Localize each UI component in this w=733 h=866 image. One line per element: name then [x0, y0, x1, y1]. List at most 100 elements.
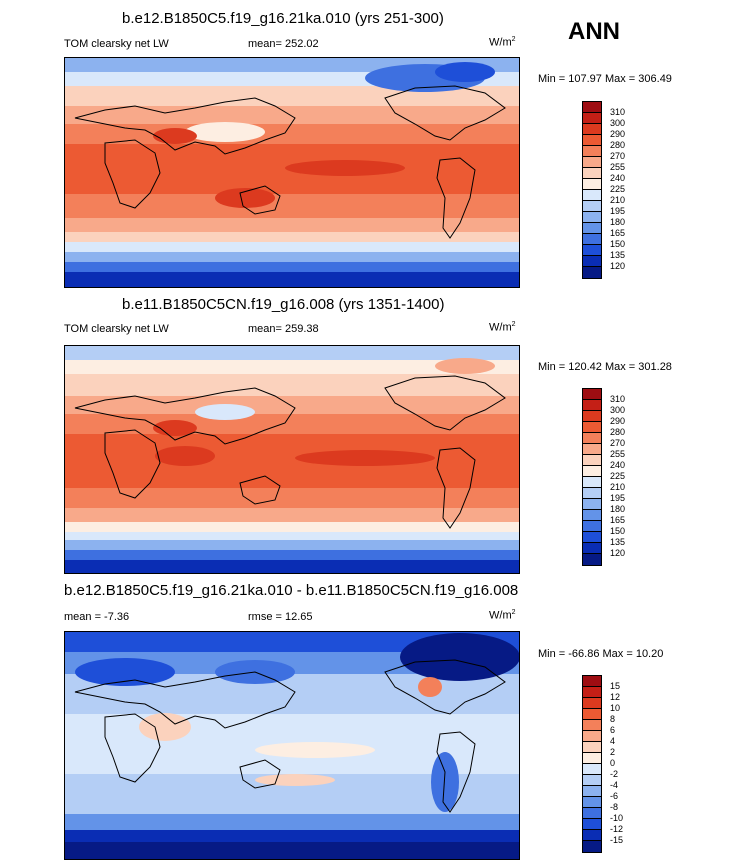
panel-3-mean-label: mean = -7.36 [64, 611, 130, 623]
panel-1-colorbar-tick: 210 [610, 195, 626, 205]
panel-3-colorbar-tick: 6 [610, 725, 616, 735]
panel-2-variable-label: TOM clearsky net LW [64, 323, 169, 335]
panel-3-colorbar-tick: -2 [610, 769, 619, 779]
panel-2-minmax: Min = 120.42 Max = 301.28 [538, 361, 672, 373]
panel-1-colorbar-tick: 135 [610, 250, 626, 260]
panel-1-colorbar-tick: 195 [610, 206, 626, 216]
panel-2-colorbar-tick: 195 [610, 493, 626, 503]
panel-2-colorbar-swatch [583, 499, 601, 510]
panel-1-colorbar-tick: 310 [610, 107, 626, 117]
panel-3-colorbar-tick: 10 [610, 703, 621, 713]
panel-1-colorbar-swatch [583, 201, 601, 212]
panel-2-colorbar-tick: 180 [610, 504, 626, 514]
panel-3-colorbar-tick: 8 [610, 714, 616, 724]
panel-2-colorbar-tick: 165 [610, 515, 626, 525]
panel-2-colorbar-swatch [583, 510, 601, 521]
panel-2-colorbar-swatch [583, 455, 601, 466]
panel-3-minmax: Min = -66.86 Max = 10.20 [538, 648, 664, 660]
panel-3-colorbar-tick: -6 [610, 791, 619, 801]
panel-1-colorbar-swatch [583, 146, 601, 157]
panel-3-colorbar-swatch [583, 841, 601, 852]
panel-1-colorbar-swatch [583, 102, 601, 113]
panel-3-colorbar-swatch [583, 797, 601, 808]
panel-2-colorbar-swatch [583, 554, 601, 565]
panel-3-colorbar-swatch [583, 786, 601, 797]
panel-2-colorbar-swatch [583, 477, 601, 488]
panel-2-colorbar-swatch [583, 488, 601, 499]
panel-1-colorbar-swatch [583, 212, 601, 223]
panel-1-colorbar-tick: 150 [610, 239, 626, 249]
panel-1-mean-label: mean= 252.02 [248, 38, 319, 50]
panel-2-colorbar-tick: 255 [610, 449, 626, 459]
panel-2-colorbar-tick: 225 [610, 471, 626, 481]
panel-3-colorbar-tick: -4 [610, 780, 619, 790]
panel-3-colorbar-swatch [583, 687, 601, 698]
panel-2-colorbar-tick: 290 [610, 416, 626, 426]
panel-2-colorbar-swatch [583, 543, 601, 554]
panel-1-colorbar-swatch [583, 223, 601, 234]
panel-3-colorbar-tick: 4 [610, 736, 616, 746]
panel-2-colorbar [582, 388, 602, 566]
panel-3-colorbar-swatch [583, 676, 601, 687]
panel-1-minmax: Min = 107.97 Max = 306.49 [538, 73, 672, 85]
panel-3-colorbar-swatch [583, 819, 601, 830]
panel-1-colorbar-swatch [583, 267, 601, 278]
panel-3-units: W/m2 [489, 609, 516, 622]
panel-2-colorbar-swatch [583, 532, 601, 543]
panel-1-map [64, 57, 520, 288]
panel-1-colorbar-tick: 180 [610, 217, 626, 227]
panel-2-colorbar-swatch [583, 422, 601, 433]
panel-3-rmse-label: rmse = 12.65 [248, 611, 313, 623]
panel-1-colorbar-tick: 270 [610, 151, 626, 161]
panel-1-colorbar-tick: 300 [610, 118, 626, 128]
panel-1-map-field [65, 58, 519, 287]
panel-1-colorbar-swatch [583, 179, 601, 190]
panel-2-colorbar-swatch [583, 389, 601, 400]
panel-1-title: b.e12.B1850C5.f19_g16.21ka.010 (yrs 251-… [122, 10, 444, 27]
panel-2-colorbar-tick: 150 [610, 526, 626, 536]
panel-2-colorbar-tick: 270 [610, 438, 626, 448]
panel-3-colorbar-swatch [583, 753, 601, 764]
panel-3-colorbar-swatch [583, 709, 601, 720]
panel-1-variable-label: TOM clearsky net LW [64, 38, 169, 50]
panel-2-units: W/m2 [489, 321, 516, 334]
panel-1-colorbar-swatch [583, 124, 601, 135]
panel-3-colorbar-swatch [583, 720, 601, 731]
panel-1-colorbar-swatch [583, 113, 601, 124]
panel-3-colorbar-tick: -10 [610, 813, 624, 823]
panel-3-colorbar-swatch [583, 764, 601, 775]
panel-2-colorbar-tick: 210 [610, 482, 626, 492]
panel-2-colorbar-swatch [583, 466, 601, 477]
panel-1-colorbar-tick: 255 [610, 162, 626, 172]
panel-3-colorbar-tick: -15 [610, 835, 624, 845]
panel-3-colorbar-swatch [583, 742, 601, 753]
panel-2-colorbar-swatch [583, 400, 601, 411]
panel-3-colorbar-tick: 12 [610, 692, 621, 702]
panel-3-colorbar-tick: -12 [610, 824, 624, 834]
panel-1-colorbar [582, 101, 602, 279]
panel-2-colorbar-swatch [583, 521, 601, 532]
panel-3-title: b.e12.B1850C5.f19_g16.21ka.010 - b.e11.B… [64, 582, 519, 599]
panel-2-map [64, 345, 520, 574]
panel-3-colorbar-tick: -8 [610, 802, 619, 812]
panel-2-colorbar-tick: 120 [610, 548, 626, 558]
panel-2-map-field [65, 346, 519, 573]
panel-2-mean-label: mean= 259.38 [248, 323, 319, 335]
panel-3-colorbar-swatch [583, 808, 601, 819]
panel-1-colorbar-tick: 165 [610, 228, 626, 238]
panel-1-colorbar-swatch [583, 168, 601, 179]
panel-2-colorbar-tick: 300 [610, 405, 626, 415]
panel-2-colorbar-tick: 280 [610, 427, 626, 437]
panel-3-colorbar-tick: 15 [610, 681, 621, 691]
panel-2-colorbar-tick: 135 [610, 537, 626, 547]
panel-1-colorbar-swatch [583, 234, 601, 245]
panel-1-colorbar-tick: 280 [610, 140, 626, 150]
panel-2-colorbar-tick: 240 [610, 460, 626, 470]
panel-1-colorbar-tick: 225 [610, 184, 626, 194]
panel-1-colorbar-swatch [583, 245, 601, 256]
panel-3-colorbar-swatch [583, 830, 601, 841]
panel-3-map-field [65, 632, 519, 859]
panel-3-colorbar-swatch [583, 731, 601, 742]
panel-3-colorbar [582, 675, 602, 853]
panel-3-colorbar-swatch [583, 698, 601, 709]
